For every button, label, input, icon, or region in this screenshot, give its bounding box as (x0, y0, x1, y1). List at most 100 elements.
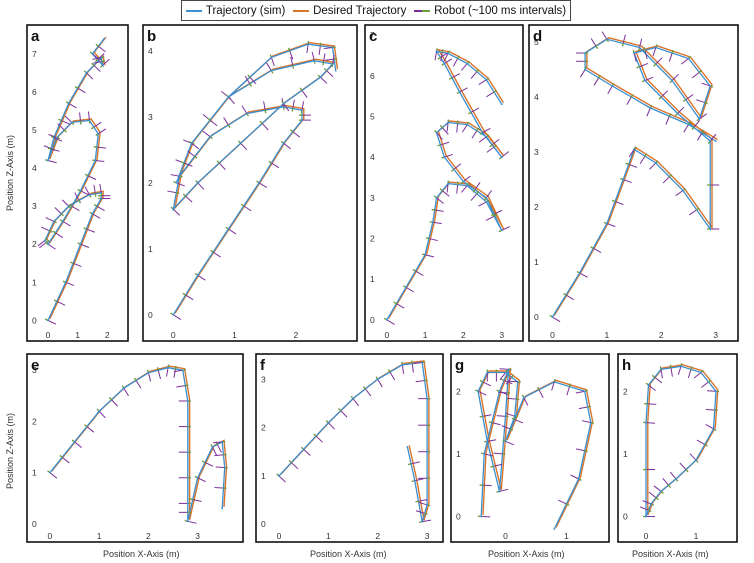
x-tick-label: 1 (694, 531, 699, 541)
robot-marker-green (489, 144, 493, 148)
robot-marker-green (264, 109, 267, 114)
trajectory-point (480, 515, 483, 518)
panel-letter: b (147, 28, 156, 45)
trajectory-point (551, 316, 554, 318)
trajectory-point (578, 272, 581, 274)
trajectory-point (122, 387, 125, 390)
plot-area (383, 48, 511, 325)
robot-marker-green (655, 496, 659, 501)
y-tick-label: 0 (534, 312, 539, 322)
robot-marker-green (667, 484, 671, 488)
panel-letter: h (622, 357, 631, 374)
trajectory-point (196, 181, 199, 184)
robot-marker-green (475, 68, 480, 73)
robot-marker-green (425, 237, 430, 240)
trajectory-point (516, 381, 519, 383)
x-tick-label: 0 (46, 330, 51, 340)
y-tick-label: 1 (32, 468, 37, 478)
panel-letter: f (260, 357, 266, 374)
robot-marker-green (84, 424, 88, 428)
x-tick-label: 3 (713, 330, 718, 340)
robot-marker-green (690, 366, 693, 371)
trajectory-point (61, 220, 64, 223)
robot-marker-green (323, 68, 328, 72)
trajectory-point (49, 471, 51, 474)
trajectory-point (507, 368, 510, 371)
x-tick-label: 3 (195, 531, 200, 541)
panel-b: 0 1 2 0 1 2 3 4b (142, 24, 358, 342)
trajectory-point (498, 490, 501, 493)
trajectory-point (181, 369, 184, 372)
legend-swatch-sim (185, 9, 202, 12)
trajectory-point (100, 56, 103, 59)
y-tick-label: 4 (534, 92, 539, 102)
trajectory-point (622, 178, 625, 181)
panel-letter: a (31, 28, 40, 45)
robot-marker-green (493, 214, 497, 217)
trajectory-point (55, 136, 58, 139)
trajectory-point (500, 156, 503, 159)
trajectory-point (638, 46, 641, 49)
y-tick-label: 7 (370, 30, 375, 40)
trajectory-point (700, 371, 702, 374)
plot-area (37, 36, 111, 325)
y-tick-label: 6 (370, 71, 375, 81)
trajectory-point (103, 37, 106, 40)
trajectory-point (671, 79, 674, 82)
trajectory-point (282, 142, 285, 145)
trajectory-point (186, 400, 189, 402)
robot-marker-green (227, 124, 231, 128)
y-tick-label: 0 (456, 511, 461, 521)
y-tick-label: 2 (534, 202, 539, 212)
trajectory-point (376, 378, 379, 381)
trajectory-point (221, 441, 224, 443)
trajectory-point (221, 507, 224, 510)
robot-marker-green (182, 193, 187, 197)
robot-marker-green (597, 74, 601, 79)
trajectory-point (687, 57, 690, 60)
trajectory-point (435, 50, 438, 53)
trajectory-point (645, 421, 647, 424)
robot-marker-green (511, 417, 516, 421)
robot-marker-green (70, 261, 74, 265)
legend-item-robot: Robot (~100 ms intervals) (414, 5, 566, 17)
panel-a: 0 1 2 0 1 2 3 4 5 6 7 a (26, 24, 129, 342)
robot-marker-green (448, 76, 453, 80)
trajectory-point (302, 448, 305, 451)
panel-g: 0 1 0 1 2 g (450, 353, 610, 543)
robot-marker-green (94, 193, 97, 197)
trajectory-point (270, 56, 273, 59)
trajectory-point (227, 96, 230, 98)
x-axis-label-g: Position X-Axis (m) (488, 549, 565, 559)
robot-marker-green (94, 58, 99, 63)
robot-marker-green (53, 299, 58, 303)
trajectory-point (714, 140, 717, 142)
robot-marker-green (625, 162, 630, 166)
y-tick-label: 2 (370, 233, 375, 243)
trajectory-point (443, 62, 446, 65)
robot-marker-green (491, 213, 495, 216)
trajectory-point (167, 366, 169, 369)
robot-marker-green (189, 498, 194, 501)
robot-marker-green (695, 207, 700, 211)
trajectory-point (485, 135, 488, 138)
robot-marker-green (621, 42, 624, 47)
robot-marker-green (58, 118, 63, 122)
trajectory-point (712, 427, 715, 430)
robot-marker-green (479, 415, 484, 418)
trajectory-point (483, 452, 486, 455)
x-tick-label: 2 (146, 531, 151, 541)
trajectory-point (589, 421, 592, 424)
plot-area (549, 31, 720, 323)
robot-marker-green (45, 239, 50, 244)
trajectory-point (695, 459, 697, 462)
y-tick-label: 1 (261, 471, 266, 481)
robot-marker-green (668, 174, 673, 178)
trajectory-point (319, 76, 322, 79)
robot-marker-green (216, 160, 221, 164)
trajectory-point (654, 46, 657, 49)
panel-letter: g (455, 357, 464, 374)
x-tick-label: 1 (423, 330, 428, 340)
y-tick-label: 2 (32, 239, 37, 249)
robot-marker-green (437, 56, 442, 60)
